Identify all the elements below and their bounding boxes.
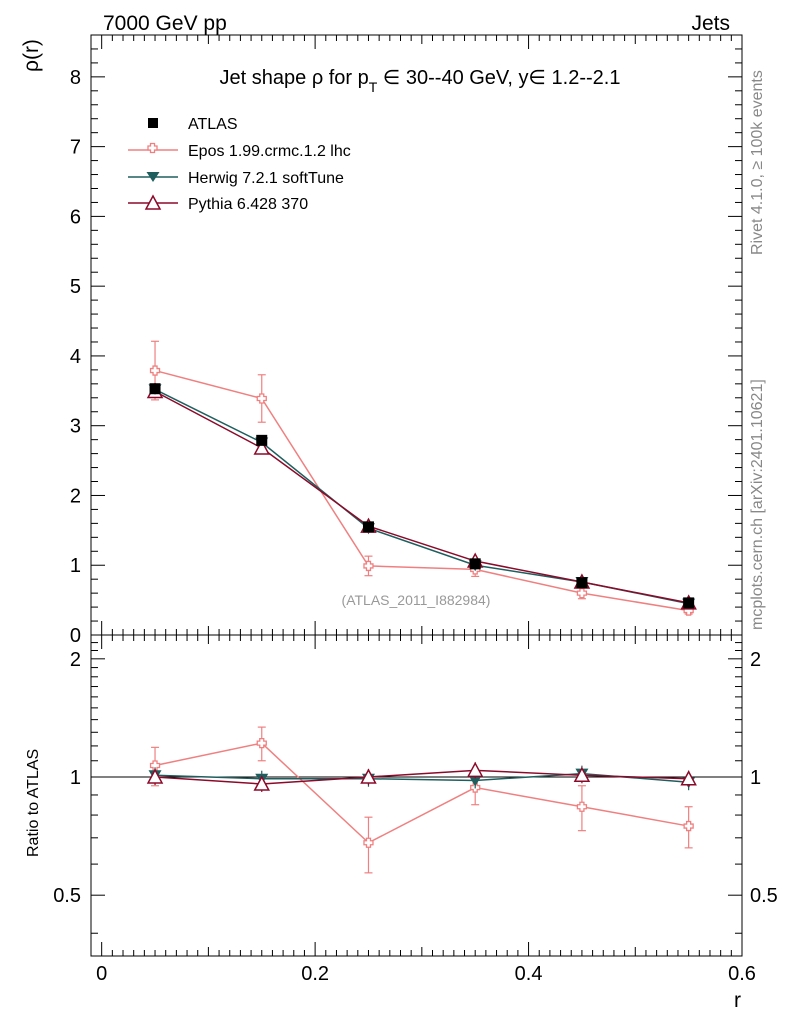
x-tick-label: 0.6 — [728, 963, 756, 985]
legend-entry-herwig: Herwig 7.2.1 softTune — [128, 170, 344, 187]
data-point-square — [362, 521, 374, 533]
data-point-cross — [363, 837, 374, 848]
series-line — [154, 390, 689, 604]
data-point-triangle-up — [360, 768, 377, 784]
ratio-tick-label-right: 2 — [750, 649, 761, 671]
ratio-series-line — [155, 772, 689, 783]
x-tick-label: 0.2 — [301, 963, 329, 985]
y-axis-label: ρ(r) — [20, 39, 43, 72]
data-point-triangle-down — [468, 775, 482, 787]
ratio-y-axis-label: Ratio to ATLAS — [25, 749, 42, 857]
series-line — [154, 369, 689, 612]
data-point-cross — [576, 587, 588, 599]
data-point-square — [149, 383, 161, 395]
data-point-triangle-up — [253, 439, 271, 455]
header-right-label: Jets — [691, 12, 730, 35]
data-point-triangle-up — [573, 766, 591, 783]
data-point-square — [576, 577, 588, 589]
ratio-tick-label-left: 1 — [70, 767, 81, 789]
data-point-cross — [683, 820, 694, 832]
x-tick-label: 0.4 — [515, 963, 543, 985]
chart-title-rest: ∈ 30--40 GeV, y∈ 1.2--2.1 — [377, 67, 620, 89]
legend-label-herwig: Herwig 7.2.1 softTune — [188, 170, 344, 187]
ratio-tick-label-left: 0.5 — [53, 885, 81, 907]
data-point-cross — [149, 365, 161, 376]
legend-entry-pythia: Pythia 6.428 370 — [128, 194, 308, 213]
ratio-axis-ticks: 0.5 0.5 1 1 2 2 — [53, 642, 778, 934]
data-point-cross — [363, 560, 374, 572]
ratio-series-line — [154, 769, 689, 785]
data-point-cross — [149, 760, 161, 771]
y-tick-label: 0 — [70, 625, 81, 647]
chart-title-subscript: T — [369, 79, 378, 95]
y-tick-label: 7 — [70, 137, 81, 159]
data-point-cross — [256, 737, 267, 749]
x-axis-ticks: 0 0.2 0.4 0.6 — [96, 35, 756, 985]
header-left-label: 7000 GeV pp — [103, 12, 227, 35]
legend-label-epos: Epos 1.99.crmc.1.2 lhc — [188, 143, 351, 160]
mcplots-credit-label: mcplots.cern.ch [arXiv:2401.10621] — [749, 379, 766, 630]
y-tick-label: 3 — [70, 416, 81, 438]
data-point-triangle-up — [253, 775, 271, 791]
legend-entry-epos: Epos 1.99.crmc.1.2 lhc — [128, 142, 351, 160]
data-point-triangle-up — [680, 770, 697, 786]
legend-marker-herwig — [146, 172, 160, 182]
chart-title: Jet shape ρ for pT ∈ 30--40 GeV, y∈ 1.2-… — [220, 67, 621, 95]
data-point-square — [256, 434, 268, 446]
data-point-square — [469, 558, 481, 570]
data-point-cross — [576, 801, 588, 812]
y-tick-label: 4 — [70, 346, 81, 368]
data-point-square — [683, 597, 695, 609]
legend-marker-pythia — [144, 194, 162, 210]
ratio-tick-label-right: 0.5 — [750, 885, 778, 907]
data-point-triangle-up — [146, 768, 164, 784]
analysis-watermark: (ATLAS_2011_I882984) — [342, 592, 491, 608]
data-point-cross — [256, 393, 267, 404]
main-axis-ticks: 0 1 2 3 4 5 6 7 8 — [70, 34, 742, 647]
ratio-tick-label-right: 1 — [750, 767, 761, 789]
main-plot-series — [146, 340, 697, 616]
legend-marker-epos — [147, 142, 158, 154]
rivet-version-label: Rivet 4.1.0, ≥ 100k events — [749, 70, 766, 255]
x-tick-label: 0 — [96, 963, 107, 985]
chart-title-main: Jet shape ρ for p — [220, 67, 369, 89]
ratio-series-line — [154, 742, 689, 844]
legend-marker-atlas — [148, 118, 158, 128]
y-tick-label: 6 — [70, 206, 81, 228]
y-tick-label: 2 — [70, 485, 81, 507]
ratio-plot-frame — [90, 634, 743, 957]
x-axis-label: r — [734, 989, 741, 1012]
legend-label-pythia: Pythia 6.428 370 — [188, 196, 308, 213]
legend: ATLAS Epos 1.99.crmc.1.2 lhc Herwig 7.2.… — [128, 116, 351, 213]
series-line — [154, 388, 689, 605]
legend-label-atlas: ATLAS — [188, 116, 238, 133]
ratio-plot-series — [146, 726, 697, 874]
y-tick-label: 8 — [70, 67, 81, 89]
y-tick-label: 1 — [70, 555, 81, 577]
legend-entry-atlas: ATLAS — [148, 116, 238, 133]
data-point-triangle-up — [466, 761, 484, 778]
ratio-tick-label-left: 2 — [70, 649, 81, 671]
y-tick-label: 5 — [70, 276, 81, 298]
